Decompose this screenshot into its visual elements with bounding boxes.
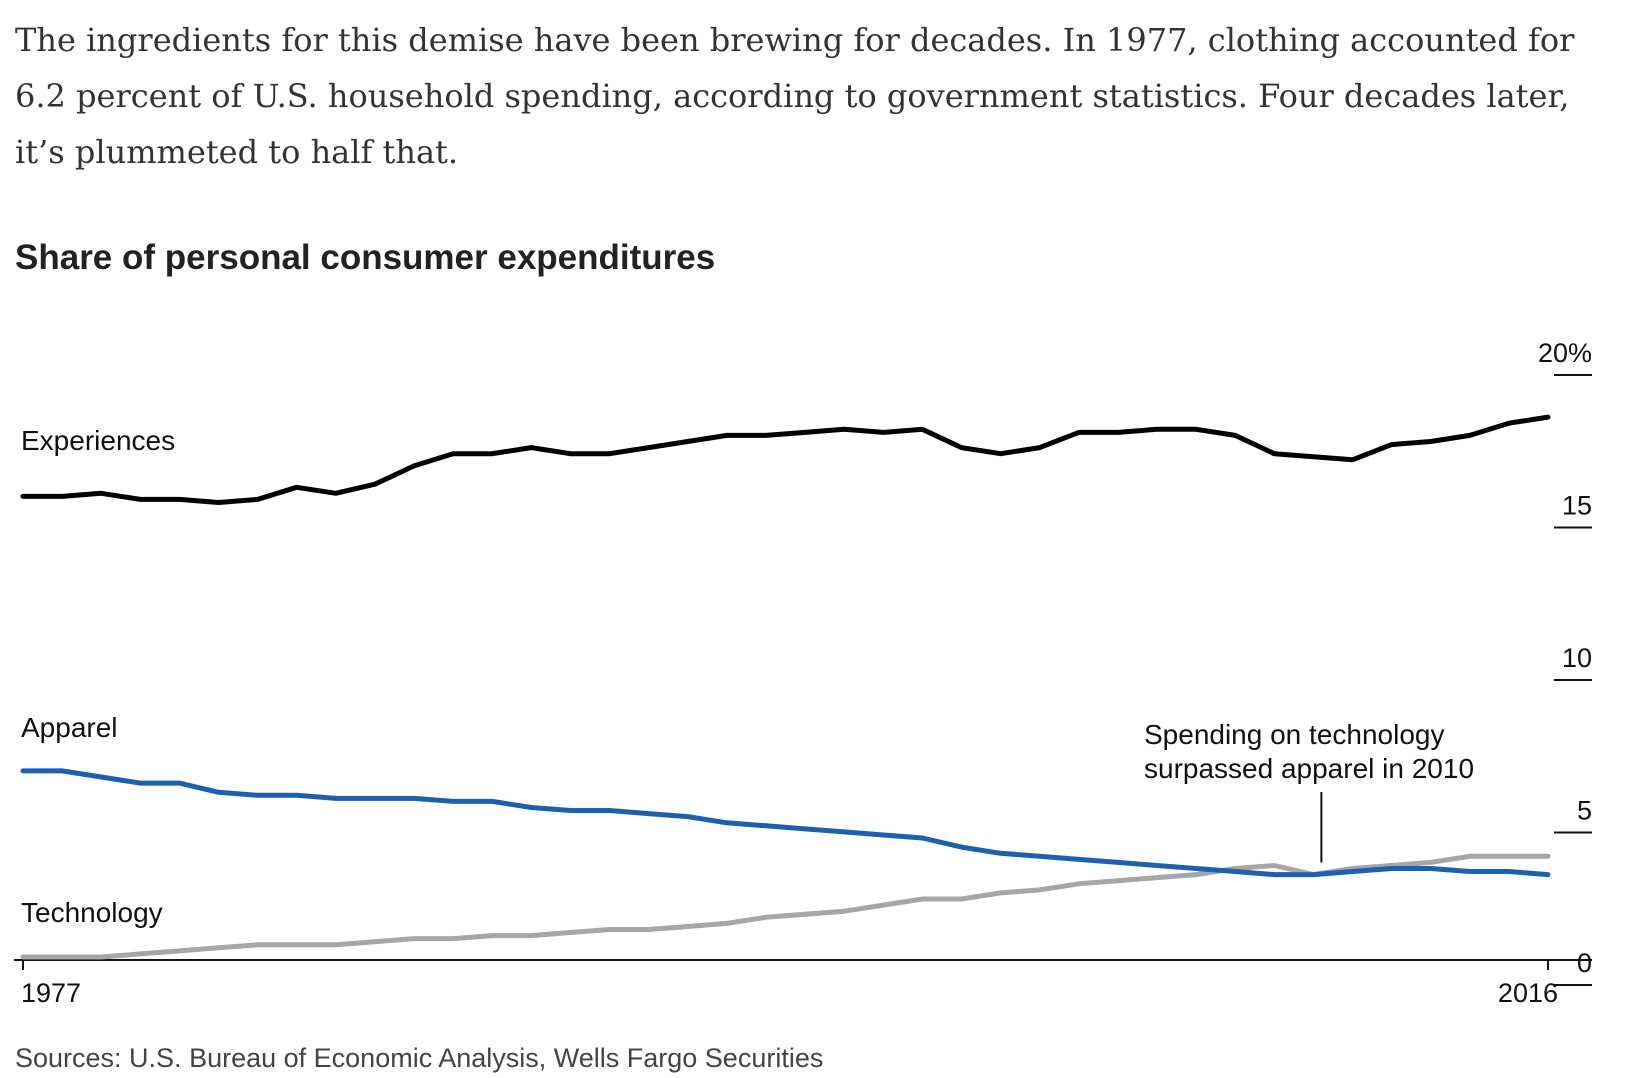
series-label-technology: Technology <box>21 897 163 928</box>
x-tick-label: 1977 <box>21 978 81 1008</box>
y-tick-label: 0 <box>1577 948 1592 978</box>
series-labels: Experiences Apparel Technology <box>21 425 175 928</box>
intro-paragraph: The ingredients for this demise have bee… <box>15 21 1575 171</box>
series-lines <box>20 414 1551 960</box>
x-tick-label: 2016 <box>1498 978 1558 1008</box>
y-tick-label: 10 <box>1562 643 1592 673</box>
y-tick-label: 15 <box>1562 491 1592 521</box>
series-line-experiences <box>20 414 1551 505</box>
series-label-apparel: Apparel <box>21 712 118 743</box>
series-label-experiences: Experiences <box>21 425 175 456</box>
series-line-technology <box>20 853 1551 960</box>
y-axis: 20% 15 10 5 0 <box>1538 338 1592 986</box>
annotation-text: surpassed apparel in 2010 <box>1144 753 1474 784</box>
sources-note: Sources: U.S. Bureau of Economic Analysi… <box>15 1043 824 1073</box>
series-line-apparel <box>20 768 1551 878</box>
x-axis: 1977 2016 <box>14 959 1592 1008</box>
annotation-text: Spending on technology <box>1144 719 1444 750</box>
y-tick-label: 5 <box>1577 796 1592 826</box>
chart-title: Share of personal consumer expenditures <box>15 238 716 277</box>
y-tick-label: 20% <box>1538 338 1592 368</box>
